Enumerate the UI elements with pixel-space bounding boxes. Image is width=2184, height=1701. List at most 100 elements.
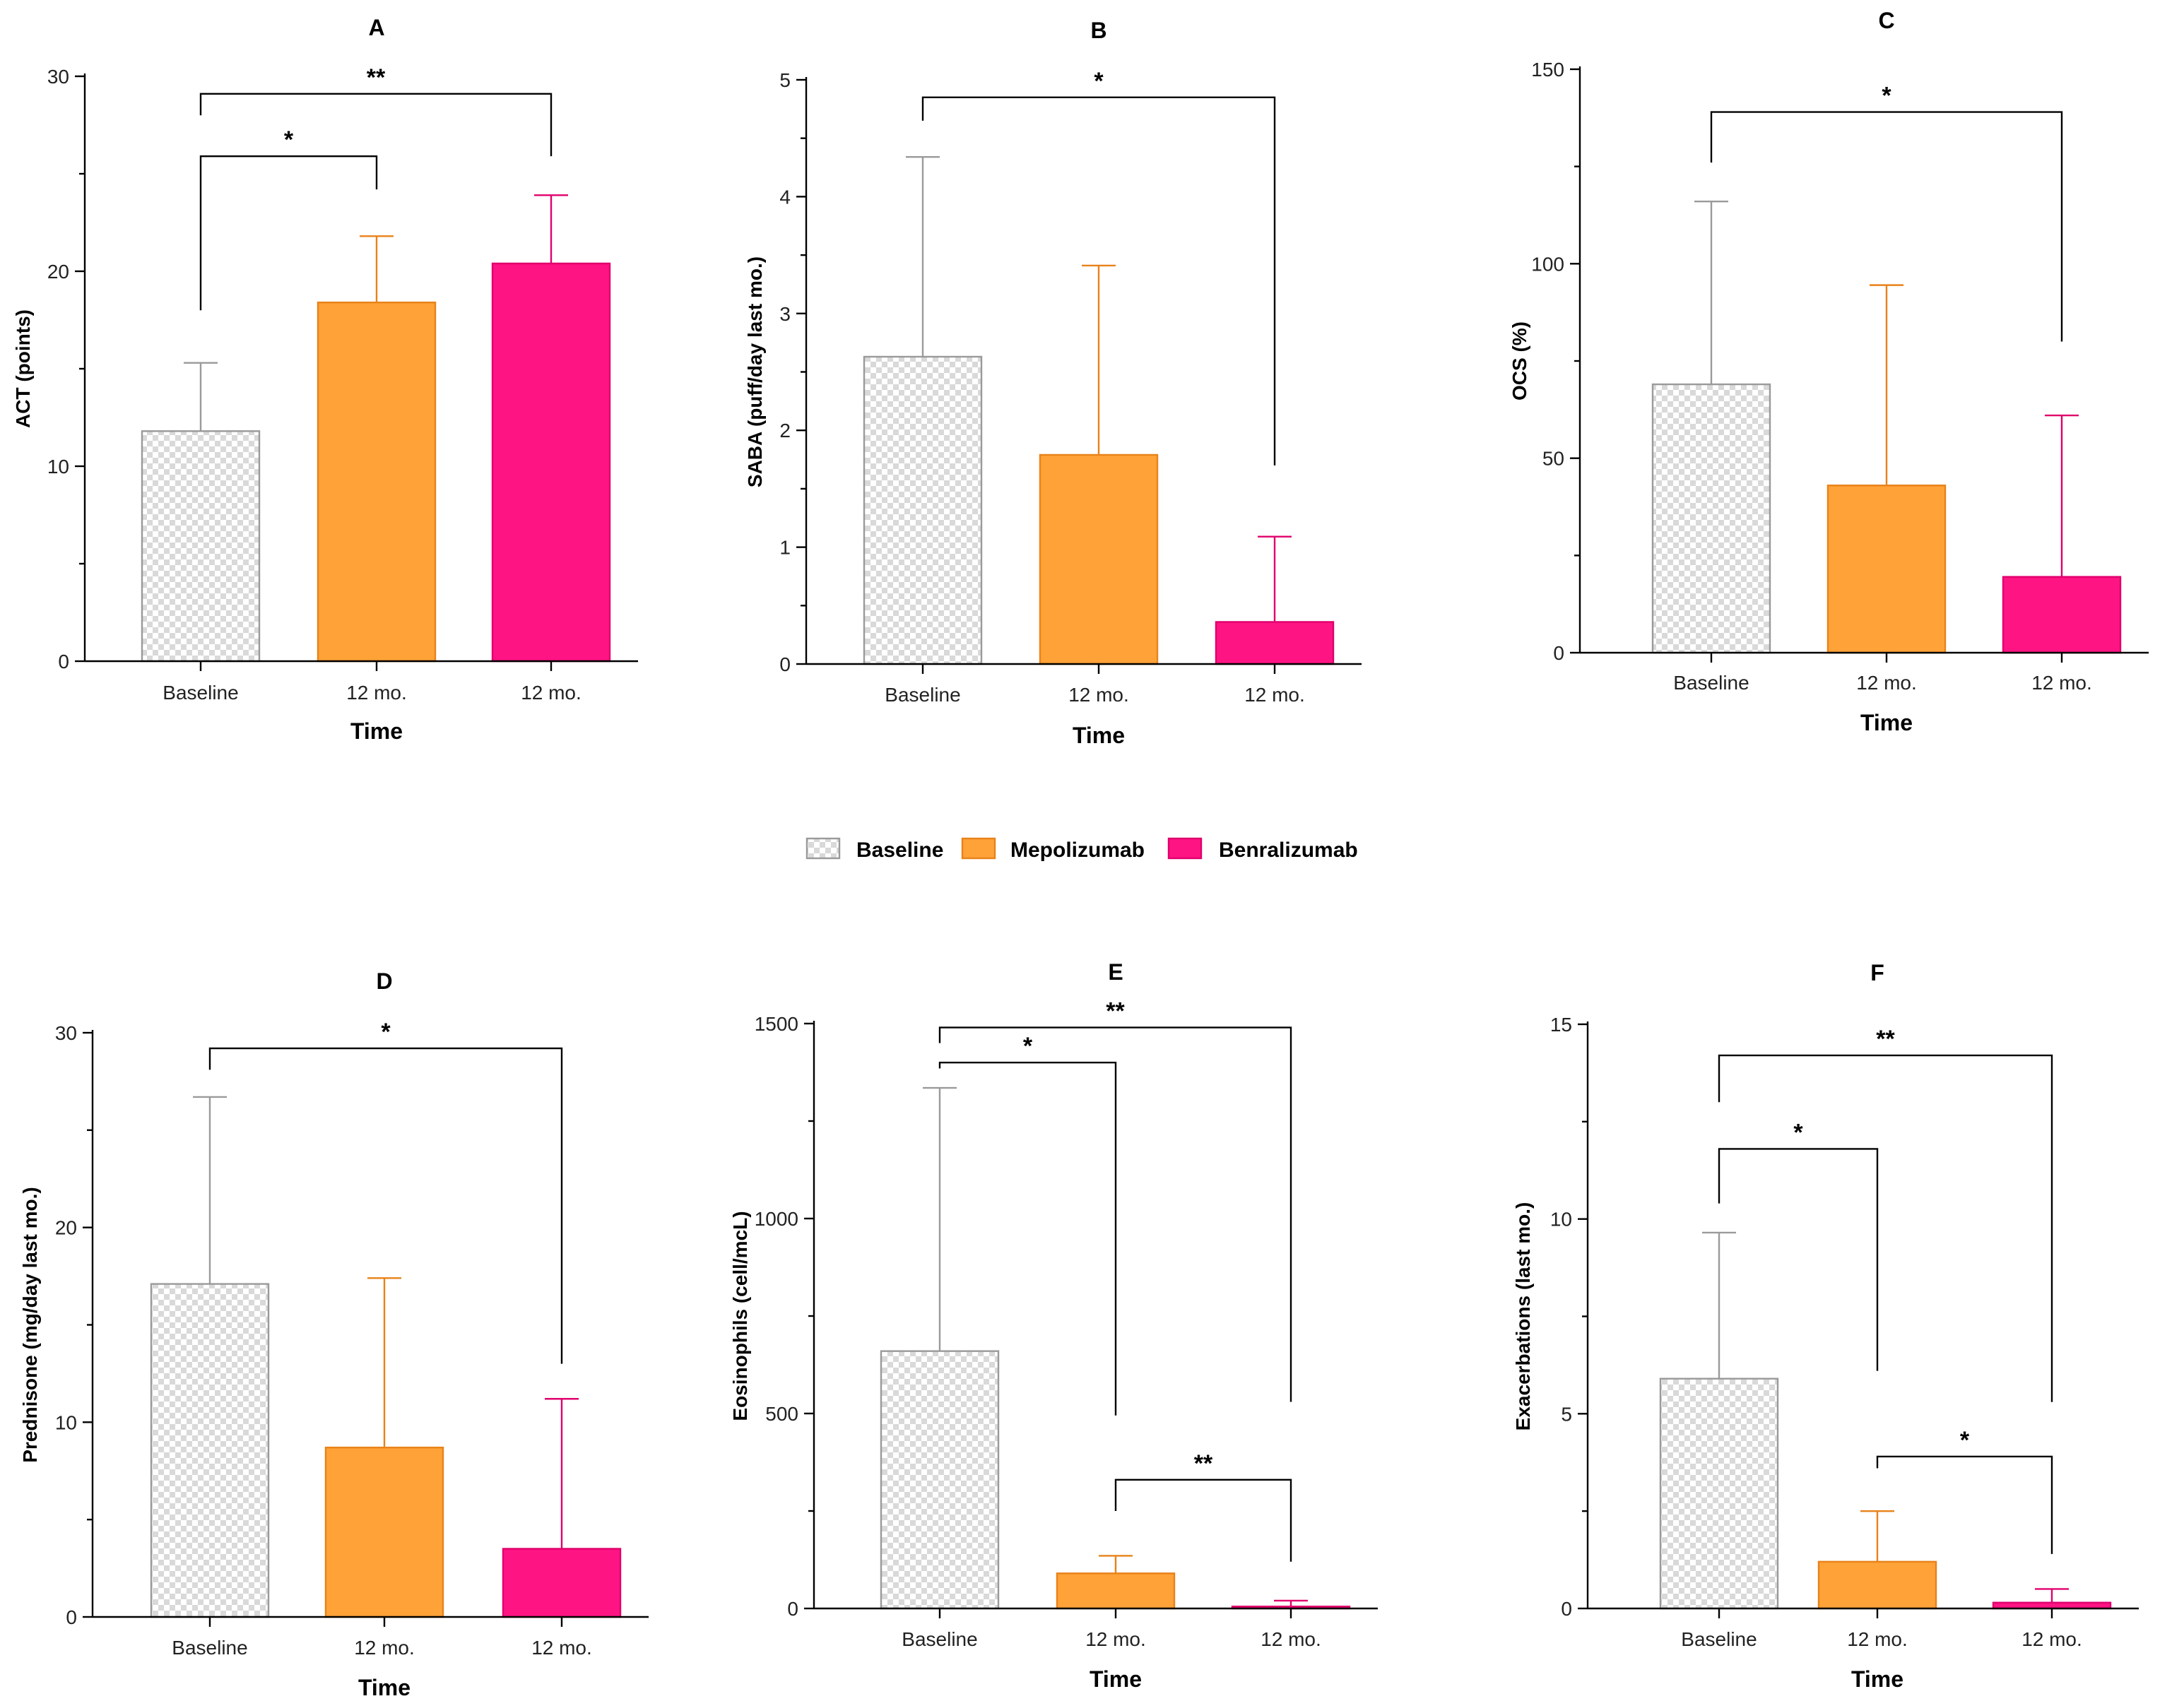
x-axis-title: Time [1090, 1666, 1142, 1692]
x-tick-label: 12 mo. [1856, 672, 1917, 694]
significance-bracket [1876, 1455, 2053, 1554]
x-tick-label: 12 mo. [1085, 1628, 1146, 1650]
x-tick-label: 12 mo. [2021, 1628, 2082, 1650]
bar [880, 1350, 1000, 1610]
y-tick-label: 10 [47, 456, 69, 478]
legend-swatch-baseline [805, 837, 841, 860]
significance-label: ** [1876, 1026, 1895, 1053]
y-axis-title: Prednisone (mg/day last mo.) [19, 1187, 41, 1463]
y-tick-label: 3 [779, 303, 791, 325]
x-axis-title: Time [1073, 723, 1125, 748]
panel-title: B [1090, 18, 1106, 43]
significance-label: * [1960, 1427, 1970, 1454]
significance-bracket [199, 155, 378, 311]
chart-panel-e: 0 500 1000 1500 Baseline 12 mo. 12 mo. E Time Eos… [729, 959, 1378, 1692]
bar [1651, 383, 1771, 654]
significance-bracket [208, 1047, 563, 1364]
bar [2002, 576, 2122, 654]
panel-title: C [1878, 8, 1894, 33]
y-tick-label: 0 [787, 1598, 798, 1620]
significance-label: * [284, 126, 294, 153]
y-tick-label: 1500 [755, 1013, 798, 1035]
chart-panel-b: 0 1 2 3 4 5 Baseline 12 mo. 12 mo. B Time SABA (puf… [744, 18, 1362, 748]
legend-label-benralizumab: Benralizumab [1219, 838, 1358, 862]
legend-swatch-benralizumab [1167, 837, 1203, 860]
bar [1817, 1560, 1937, 1610]
y-tick-label: 20 [47, 261, 69, 283]
y-axis-title: Exacerbations (last mo.) [1512, 1202, 1534, 1431]
x-axis-title: Time [350, 718, 403, 744]
significance-bracket [1718, 1148, 1879, 1371]
bar [1659, 1377, 1779, 1610]
x-tick-label: Baseline [163, 682, 238, 704]
legend: Baseline Mepolizumab Benralizumab [805, 837, 1358, 862]
bar [1826, 485, 1947, 654]
legend-label-baseline: Baseline [856, 838, 943, 862]
x-tick-label: 12 mo. [531, 1637, 592, 1659]
bar [863, 355, 983, 665]
y-tick-label: 2 [779, 420, 791, 441]
significance-label: * [1793, 1119, 1803, 1146]
bar [502, 1548, 622, 1618]
y-tick-label: 10 [1550, 1209, 1572, 1231]
x-tick-label: Baseline [885, 684, 960, 706]
significance-label: * [1094, 68, 1104, 95]
y-tick-label: 5 [1561, 1403, 1572, 1425]
y-tick-label: 0 [1553, 642, 1564, 664]
y-axis-title: ACT (points) [12, 309, 34, 428]
bar [141, 430, 261, 663]
chart-panel-c: 0 50 100 150 Baseline 12 mo. 12 mo. C Time OCS (%… [1509, 8, 2149, 735]
significance-bracket [1114, 1478, 1292, 1562]
legend-swatch-mepolizumab [961, 837, 996, 860]
x-tick-label: 12 mo. [1244, 684, 1305, 706]
y-tick-label: 10 [55, 1411, 77, 1433]
y-axis-title: Eosinophils (cell/mcL) [729, 1211, 751, 1421]
bar [150, 1283, 270, 1618]
y-tick-label: 0 [66, 1606, 77, 1628]
significance-label: ** [1106, 998, 1125, 1025]
bar [1056, 1572, 1176, 1610]
bar [1039, 454, 1159, 665]
chart-panel-f: 0 5 10 15 Baseline 12 mo. 12 mo. F Time Exacerbat… [1512, 960, 2139, 1692]
bar [1992, 1601, 2112, 1610]
x-tick-label: 12 mo. [1261, 1628, 1321, 1650]
y-tick-label: 4 [779, 186, 791, 208]
bar [317, 301, 437, 663]
chart-panel-d: 0 10 20 30 Baseline 12 mo. 12 mo. D Time Predniso… [19, 968, 649, 1700]
panel-title: F [1870, 960, 1884, 985]
significance-bracket [199, 93, 553, 157]
bar [491, 262, 611, 663]
x-axis-title: Time [1851, 1666, 1903, 1692]
y-tick-label: 30 [55, 1022, 77, 1044]
significance-label: ** [1194, 1450, 1213, 1477]
y-tick-label: 5 [779, 69, 791, 91]
panel-title: D [376, 968, 392, 994]
y-tick-label: 0 [1561, 1598, 1572, 1620]
significance-bracket [921, 96, 1276, 466]
significance-label: * [1882, 83, 1891, 109]
y-axis-title: SABA (puff/day last mo.) [744, 256, 766, 487]
x-tick-label: Baseline [902, 1628, 977, 1650]
panel-title: A [368, 15, 384, 40]
x-axis-title: Time [1860, 710, 1913, 735]
y-tick-label: 0 [58, 651, 69, 672]
y-tick-label: 30 [47, 66, 69, 88]
y-tick-label: 15 [1550, 1014, 1572, 1036]
significance-bracket [1718, 1054, 2053, 1402]
bar [1215, 621, 1335, 665]
x-tick-label: Baseline [172, 1637, 247, 1659]
x-tick-label: 12 mo. [2031, 672, 2092, 694]
y-tick-label: 50 [1542, 448, 1564, 470]
y-tick-label: 20 [55, 1217, 77, 1239]
x-axis-title: Time [358, 1675, 411, 1700]
y-tick-label: 1000 [755, 1208, 798, 1230]
y-tick-label: 100 [1531, 253, 1564, 275]
panel-title: E [1108, 959, 1123, 985]
significance-bracket [938, 1026, 1292, 1402]
y-tick-label: 1 [779, 537, 791, 559]
y-axis-title: OCS (%) [1509, 321, 1530, 401]
x-tick-label: 12 mo. [346, 682, 407, 704]
y-tick-label: 150 [1531, 59, 1564, 81]
x-tick-label: 12 mo. [521, 682, 582, 704]
